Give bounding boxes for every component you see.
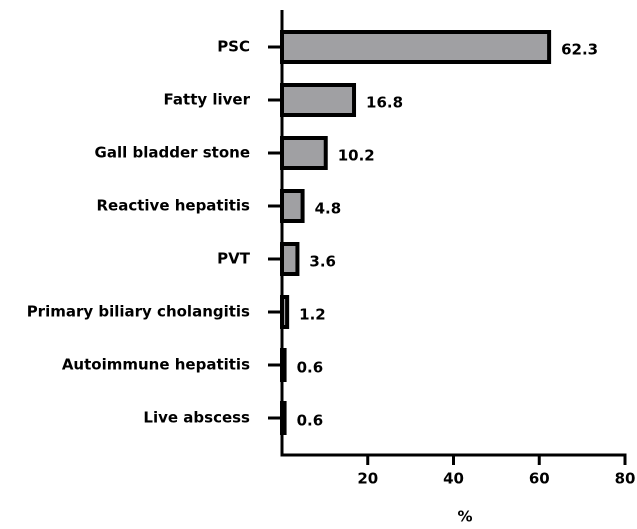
y-tick-label: Gall bladder stone (95, 144, 250, 162)
y-tick-label: Reactive hepatitis (97, 197, 251, 215)
bar (280, 83, 357, 117)
y-tick-label: Live abscess (143, 409, 250, 427)
bar (280, 348, 287, 382)
bar (280, 295, 290, 329)
y-tick-label: PVT (217, 250, 251, 268)
x-axis-label: % (457, 508, 472, 526)
value-label: 1.2 (299, 306, 326, 324)
value-label: 0.6 (297, 359, 324, 377)
value-label: 16.8 (366, 94, 403, 112)
y-tick-label: Autoimmune hepatitis (62, 356, 250, 374)
value-label: 10.2 (338, 147, 375, 165)
y-tick-label: Fatty liver (164, 91, 251, 109)
value-label: 0.6 (297, 412, 324, 430)
bar (280, 30, 552, 64)
bar (280, 242, 300, 276)
y-tick-label: Primary biliary cholangitis (27, 303, 250, 321)
x-tick-label: 60 (529, 470, 550, 488)
value-label: 4.8 (315, 200, 342, 218)
bar (280, 136, 328, 170)
bar (280, 189, 305, 223)
x-tick-label: 40 (443, 470, 464, 488)
x-tick-label: 20 (357, 470, 378, 488)
value-label: 3.6 (309, 253, 336, 271)
value-label: 62.3 (561, 41, 598, 59)
x-tick-label: 80 (615, 470, 636, 488)
y-tick-label: PSC (217, 38, 250, 56)
bar (280, 401, 287, 435)
